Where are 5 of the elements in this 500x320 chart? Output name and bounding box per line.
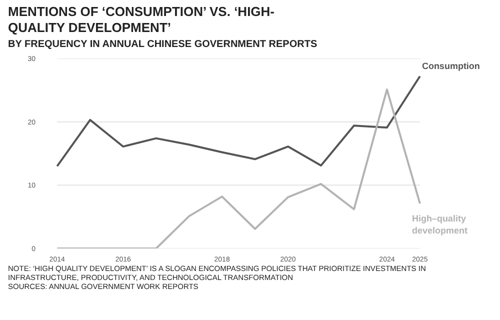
series-label: Consumption bbox=[422, 62, 480, 72]
line-series bbox=[56, 76, 421, 168]
chart-subtitle: BY FREQUENCY IN ANNUAL CHINESE GOVERNMENT REPORTS bbox=[8, 38, 318, 52]
chart-title: MENTIONS OF ‘CONSUMPTION’ VS. ‘HIGH-QUALITY DEVELOPMENT’ bbox=[8, 4, 276, 36]
series-label: High–quality development bbox=[412, 214, 468, 236]
